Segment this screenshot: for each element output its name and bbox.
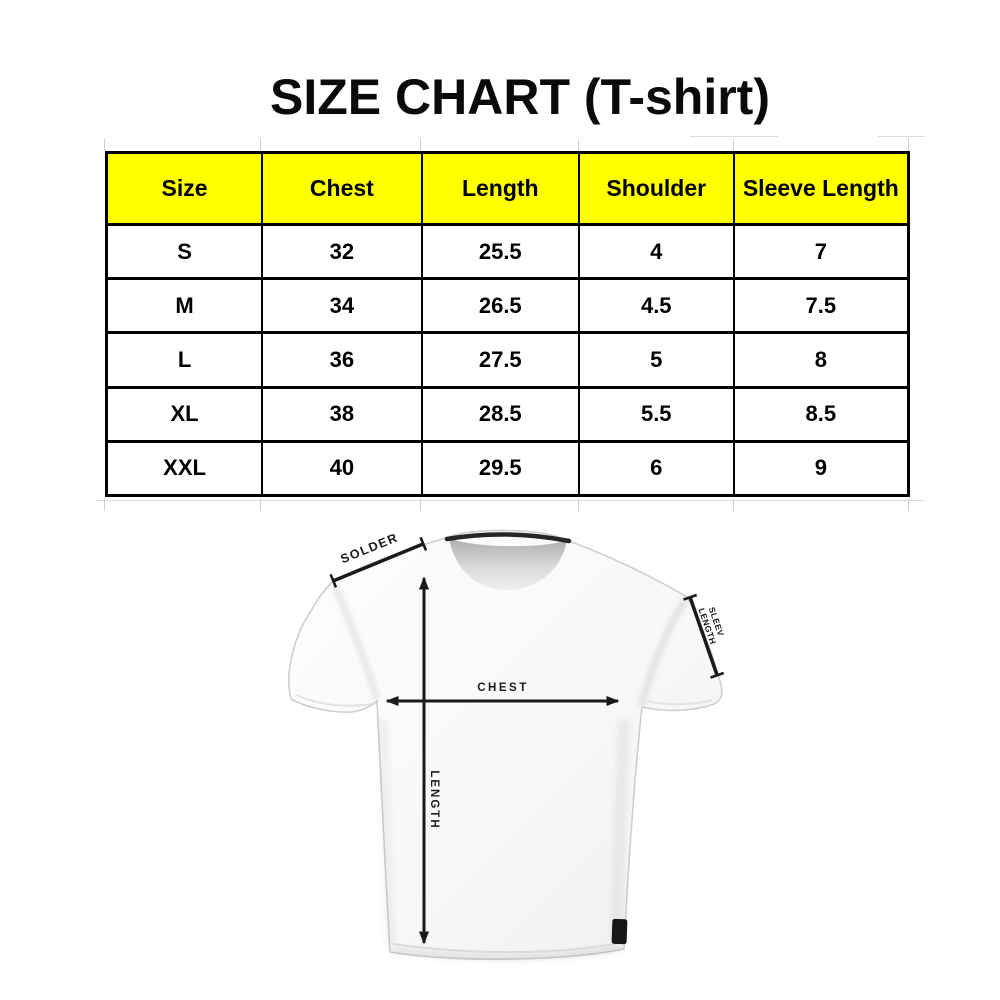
value-cell: 27.5	[420, 331, 580, 389]
value-cell: 4.5	[577, 277, 735, 335]
size-table-body: S 32 25.5 4 7 M 34 26.5 4.5 7.5 L 36 27.…	[105, 222, 910, 498]
table-row-m: M 34 26.5 4.5 7.5	[105, 277, 910, 335]
table-row-l: L 36 27.5 5 8	[105, 331, 910, 389]
gridline-stub	[733, 499, 734, 511]
page-title: SIZE CHART (T-shirt)	[270, 69, 770, 125]
value-cell: 26.5	[420, 277, 580, 335]
gridline-remnant	[878, 136, 925, 137]
value-cell: 36	[261, 331, 423, 389]
gridline-stub	[908, 499, 909, 511]
header-row: Size Chest Length Shoulder Sleeve Length	[105, 151, 910, 226]
header-cell-shoulder: Shoulder	[577, 151, 735, 226]
value-cell: 38	[261, 385, 423, 443]
gridline-stub	[733, 139, 734, 151]
size-table: Size Chest Length Shoulder Sleeve Length…	[105, 151, 910, 498]
value-cell: 5	[577, 331, 735, 389]
value-cell: 5.5	[577, 385, 735, 443]
value-cell: 4	[577, 222, 735, 281]
gridline-stub	[260, 139, 261, 151]
table-row-s: S 32 25.5 4 7	[105, 222, 910, 281]
sleeve-stitch-right	[645, 699, 713, 706]
gridline-stub	[104, 499, 105, 511]
value-cell: 7.5	[732, 277, 910, 335]
size-table-header: Size Chest Length Shoulder Sleeve Length	[105, 151, 910, 226]
size-cell: XL	[105, 385, 264, 443]
collar-band	[444, 532, 572, 544]
gridline-remnant	[690, 136, 778, 137]
neck-opening	[449, 538, 567, 590]
size-cell: S	[105, 222, 264, 281]
tshirt-body	[288, 529, 723, 960]
gridline-stub	[420, 499, 421, 511]
gridline-stub	[908, 139, 909, 151]
size-cell: M	[105, 277, 264, 335]
size-cell: XXL	[105, 439, 264, 498]
gridline-stub	[104, 139, 105, 151]
brand-tag-letter: S	[614, 925, 625, 942]
value-cell: 34	[261, 277, 423, 335]
gridline-stub	[420, 139, 421, 151]
header-cell-sleeve-length: Sleeve Length	[732, 151, 910, 226]
measurement-annotations	[329, 536, 725, 945]
table-row-xl: XL 38 28.5 5.5 8.5	[105, 385, 910, 443]
chest-label: CHEST	[477, 682, 528, 694]
sleeve-stitch-left	[295, 694, 373, 707]
value-cell: 9	[732, 439, 910, 498]
value-cell: 29.5	[420, 439, 580, 498]
hem-stitch	[392, 942, 621, 954]
value-cell: 7	[732, 222, 910, 281]
value-cell: 6	[577, 439, 735, 498]
sleeve-dimension-line	[683, 593, 725, 679]
value-cell: 8	[732, 331, 910, 389]
header-cell-chest: Chest	[261, 151, 423, 226]
shoulder-dimension-line	[329, 536, 428, 588]
size-cell: L	[105, 331, 264, 389]
header-cell-length: Length	[420, 151, 580, 226]
header-cell-size: Size	[105, 151, 264, 226]
value-cell: 40	[261, 439, 423, 498]
gridline-stub	[578, 499, 579, 511]
value-cell: 32	[261, 222, 423, 281]
value-cell: 8.5	[732, 385, 910, 443]
table-row-xxl: XXL 40 29.5 6 9	[105, 439, 910, 498]
tshirt-illustration: S	[288, 529, 723, 961]
gridline-stub	[578, 139, 579, 151]
value-cell: 28.5	[420, 385, 580, 443]
gridline-stub	[260, 499, 261, 511]
brand-tag: S	[611, 918, 628, 945]
gridline-remnant	[95, 500, 925, 501]
value-cell: 25.5	[420, 222, 580, 281]
length-label: LENGTH	[428, 770, 440, 829]
